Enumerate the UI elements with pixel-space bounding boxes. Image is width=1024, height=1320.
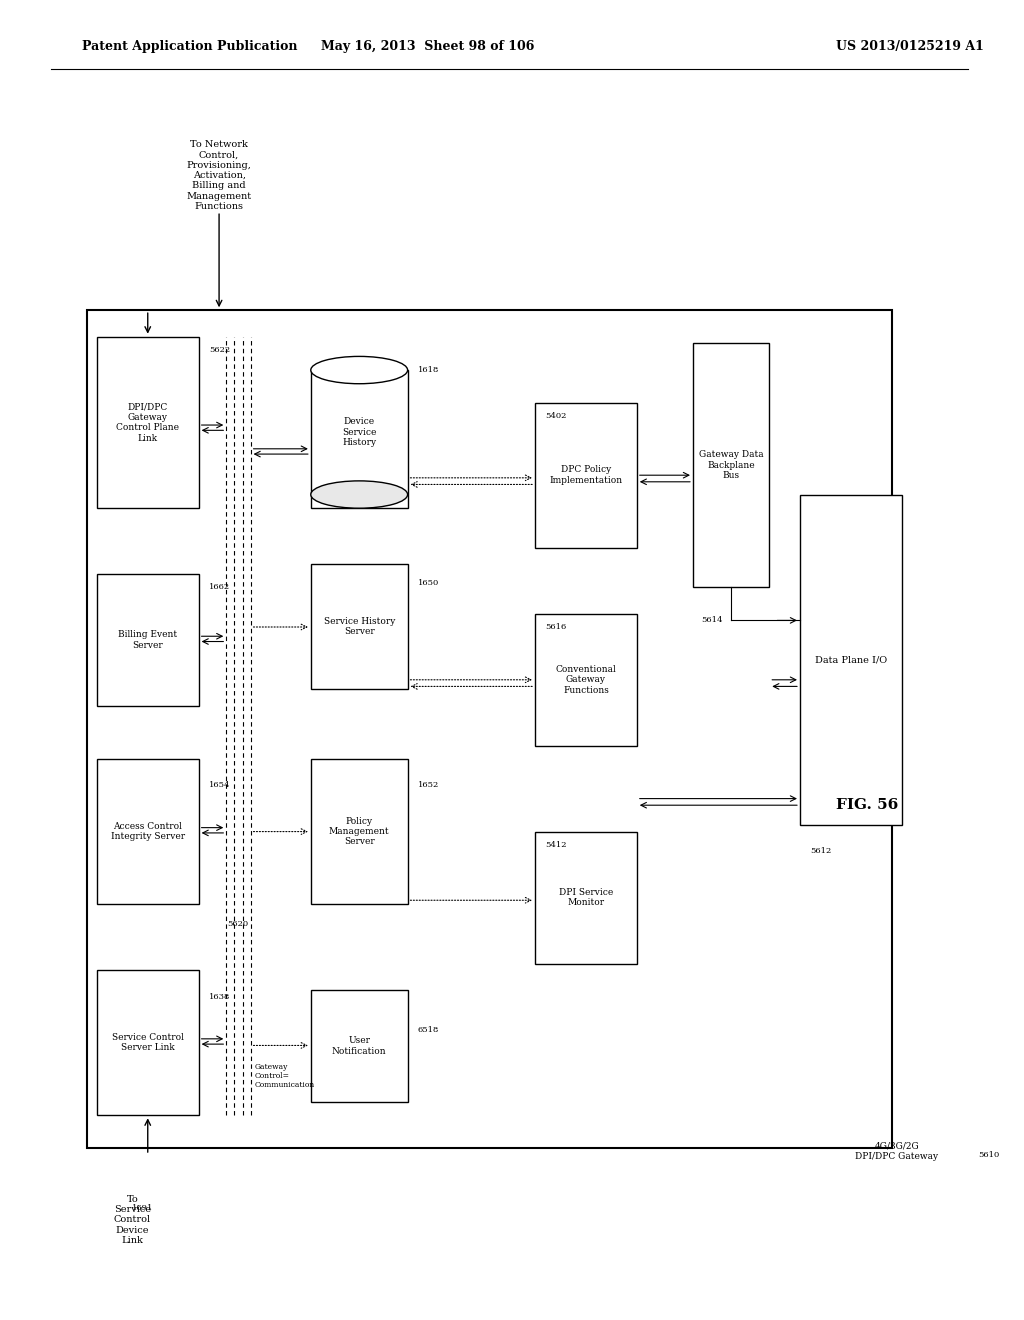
FancyBboxPatch shape xyxy=(311,759,408,904)
Text: 5620: 5620 xyxy=(227,920,249,928)
FancyBboxPatch shape xyxy=(97,759,199,904)
Text: Billing Event
Server: Billing Event Server xyxy=(118,631,177,649)
FancyBboxPatch shape xyxy=(97,970,199,1115)
Text: 1638: 1638 xyxy=(209,993,230,1001)
Text: 1652: 1652 xyxy=(418,781,439,789)
Text: Policy
Management
Server: Policy Management Server xyxy=(329,817,389,846)
FancyBboxPatch shape xyxy=(97,337,199,508)
Text: 6518: 6518 xyxy=(418,1026,439,1034)
Text: 1654: 1654 xyxy=(209,781,230,789)
Text: 5614: 5614 xyxy=(701,616,723,624)
Text: Service Control
Server Link: Service Control Server Link xyxy=(112,1034,183,1052)
Text: Data Plane I/O: Data Plane I/O xyxy=(815,656,887,664)
Text: May 16, 2013  Sheet 98 of 106: May 16, 2013 Sheet 98 of 106 xyxy=(322,40,535,53)
FancyBboxPatch shape xyxy=(87,310,892,1148)
FancyBboxPatch shape xyxy=(535,832,637,964)
Text: 5616: 5616 xyxy=(545,623,566,631)
Text: Patent Application Publication: Patent Application Publication xyxy=(82,40,297,53)
FancyBboxPatch shape xyxy=(800,495,902,825)
Text: 1650: 1650 xyxy=(418,579,439,587)
Text: DPI Service
Monitor: DPI Service Monitor xyxy=(559,888,613,907)
Text: 5402: 5402 xyxy=(545,412,566,420)
Text: To Network
Control,
Provisioning,
Activation,
Billing and
Management
Functions: To Network Control, Provisioning, Activa… xyxy=(186,140,252,211)
FancyBboxPatch shape xyxy=(535,403,637,548)
Text: 5612: 5612 xyxy=(810,847,831,855)
Text: Access Control
Integrity Server: Access Control Integrity Server xyxy=(111,822,184,841)
FancyBboxPatch shape xyxy=(693,343,769,587)
FancyBboxPatch shape xyxy=(311,370,408,508)
Text: Gateway Data
Backplane
Bus: Gateway Data Backplane Bus xyxy=(698,450,764,480)
FancyBboxPatch shape xyxy=(535,614,637,746)
Ellipse shape xyxy=(311,356,408,384)
Text: 5622: 5622 xyxy=(209,346,230,354)
FancyBboxPatch shape xyxy=(311,564,408,689)
Text: US 2013/0125219 A1: US 2013/0125219 A1 xyxy=(836,40,983,53)
Text: 1662: 1662 xyxy=(209,583,230,591)
Text: To
Service
Control
Device
Link: To Service Control Device Link xyxy=(114,1195,151,1245)
FancyBboxPatch shape xyxy=(311,990,408,1102)
FancyBboxPatch shape xyxy=(97,574,199,706)
Ellipse shape xyxy=(311,480,408,508)
Text: Service History
Server: Service History Server xyxy=(324,616,395,636)
Text: 1691: 1691 xyxy=(132,1204,154,1212)
Text: 5412: 5412 xyxy=(545,841,566,849)
Text: DPI/DPC
Gateway
Control Plane
Link: DPI/DPC Gateway Control Plane Link xyxy=(117,403,179,442)
Text: 1618: 1618 xyxy=(418,366,439,374)
Text: DPC Policy
Implementation: DPC Policy Implementation xyxy=(549,466,623,484)
Text: 5610: 5610 xyxy=(978,1151,999,1159)
Text: Conventional
Gateway
Functions: Conventional Gateway Functions xyxy=(556,665,616,694)
Text: 4G/3G/2G
DPI/DPC Gateway: 4G/3G/2G DPI/DPC Gateway xyxy=(855,1142,938,1162)
Text: User
Notification: User Notification xyxy=(332,1036,386,1056)
Text: Gateway
Control=
Communication: Gateway Control= Communication xyxy=(255,1063,315,1089)
Text: Device
Service
History: Device Service History xyxy=(342,417,377,447)
Text: FIG. 56: FIG. 56 xyxy=(836,799,898,812)
